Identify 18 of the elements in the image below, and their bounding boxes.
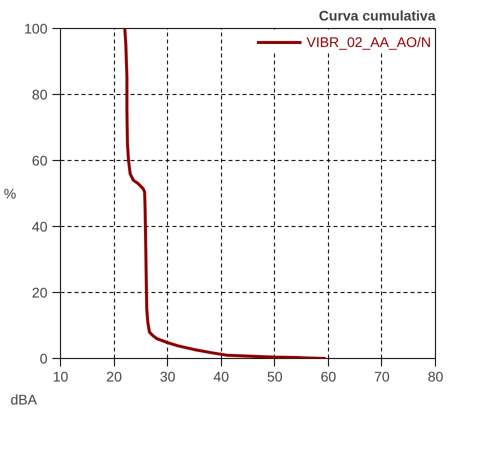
x-tick-label: 50 (267, 368, 283, 384)
y-tick-label: 0 (40, 350, 48, 366)
x-tick-label: 40 (213, 368, 230, 384)
chart-title: Curva cumulativa (318, 8, 436, 24)
x-tick-label: 70 (374, 368, 390, 384)
x-axis-title: dBA (10, 392, 38, 408)
x-tick-label: 30 (160, 368, 176, 384)
y-tick-label: 20 (32, 284, 48, 300)
x-tick-label: 20 (106, 368, 122, 384)
y-tick-label: 100 (24, 20, 48, 36)
y-axis-title: % (4, 186, 16, 202)
x-tick-label: 80 (428, 368, 444, 384)
x-tick-label: 60 (320, 368, 336, 384)
y-tick-label: 40 (32, 218, 48, 234)
x-tick-label: 10 (52, 368, 68, 384)
legend-label: VIBR_02_AA_AO/N (306, 34, 431, 50)
y-tick-label: 80 (32, 86, 48, 102)
y-tick-label: 60 (32, 152, 48, 168)
